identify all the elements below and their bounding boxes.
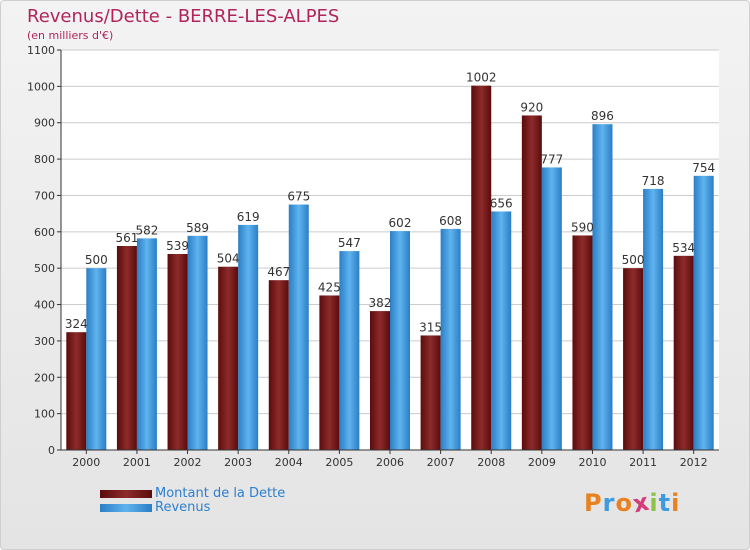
data-label-revenue: 608 xyxy=(439,214,462,228)
data-label-debt: 425 xyxy=(318,280,341,294)
data-label-revenue: 656 xyxy=(490,196,513,210)
legend-label-revenue: Revenus xyxy=(155,500,211,515)
logo-letter: t xyxy=(658,489,672,517)
bar-debt xyxy=(370,311,390,450)
data-label-revenue: 619 xyxy=(237,210,260,224)
y-tick-label: 300 xyxy=(34,335,55,348)
data-label-debt: 500 xyxy=(622,253,645,267)
chart-title: Revenus/Dette - BERRE-LES-ALPES xyxy=(27,6,340,27)
logo-letter: r xyxy=(602,489,616,517)
data-label-revenue: 718 xyxy=(642,174,665,188)
bar-revenue xyxy=(187,235,208,450)
bar-revenue xyxy=(541,167,562,451)
x-tick-label: 2001 xyxy=(123,456,151,469)
data-label-revenue: 500 xyxy=(85,253,108,267)
legend-swatch-debt xyxy=(100,490,152,498)
x-tick-label: 2000 xyxy=(72,456,100,469)
chart-subtitle: (en milliers d'€) xyxy=(27,29,114,42)
y-tick-label: 200 xyxy=(34,371,55,384)
bar-debt xyxy=(572,235,593,450)
data-label-debt: 504 xyxy=(217,252,240,266)
data-label-revenue: 896 xyxy=(591,109,614,123)
y-tick-label: 800 xyxy=(34,153,55,166)
y-tick-label: 500 xyxy=(34,262,55,275)
proxiti-logo: Proxiti xyxy=(584,488,681,519)
bar-debt xyxy=(116,246,137,450)
bar-debt xyxy=(521,115,542,451)
x-tick-label: 2005 xyxy=(325,456,353,469)
data-label-debt: 590 xyxy=(571,220,594,234)
x-tick-label: 2008 xyxy=(477,456,505,469)
bar-revenue xyxy=(440,228,461,450)
x-tick-label: 2011 xyxy=(629,456,657,469)
data-label-revenue: 777 xyxy=(540,152,563,166)
logo-letter: i xyxy=(649,489,659,517)
data-label-debt: 467 xyxy=(267,265,290,279)
logo-letter: i xyxy=(671,489,681,517)
bar-revenue xyxy=(339,251,360,450)
bar-debt xyxy=(268,280,289,450)
y-tick-label: 1000 xyxy=(27,80,55,93)
bar-revenue xyxy=(136,238,157,450)
bar-debt xyxy=(218,266,239,450)
x-tick-label: 2010 xyxy=(578,456,606,469)
y-tick-label: 100 xyxy=(34,408,55,421)
data-label-revenue: 582 xyxy=(135,223,158,237)
x-tick-label: 2003 xyxy=(224,456,252,469)
bar-debt xyxy=(673,255,694,450)
bar-revenue xyxy=(238,224,259,450)
y-tick-label: 900 xyxy=(34,117,55,130)
bar-revenue xyxy=(288,204,309,450)
data-label-revenue: 602 xyxy=(389,216,412,230)
y-tick-label: 1100 xyxy=(27,44,55,57)
data-label-debt: 539 xyxy=(166,239,189,253)
logo-letter: P xyxy=(584,489,603,517)
data-label-revenue: 589 xyxy=(186,221,209,235)
bar-debt xyxy=(623,268,644,450)
data-label-debt: 382 xyxy=(369,296,392,310)
y-tick-label: 0 xyxy=(48,444,55,457)
legend-swatch-revenue xyxy=(100,504,152,512)
x-tick-label: 2009 xyxy=(528,456,556,469)
y-tick-label: 600 xyxy=(34,226,55,239)
data-label-debt: 315 xyxy=(419,320,442,334)
data-label-revenue: 675 xyxy=(287,190,310,204)
bar-debt xyxy=(66,332,87,450)
bar-revenue xyxy=(592,124,613,450)
bar-revenue xyxy=(86,268,107,450)
bar-revenue xyxy=(643,188,664,450)
data-label-debt: 1002 xyxy=(466,71,497,85)
data-label-debt: 920 xyxy=(520,100,543,114)
bar-debt xyxy=(420,335,441,450)
data-label-revenue: 754 xyxy=(692,161,715,175)
data-label-revenue: 547 xyxy=(338,236,361,250)
x-tick-label: 2004 xyxy=(275,456,303,469)
bar-revenue xyxy=(390,231,410,450)
bar-debt xyxy=(167,254,188,450)
logo-letter: o xyxy=(615,489,633,517)
y-tick-label: 400 xyxy=(34,299,55,312)
x-tick-label: 2012 xyxy=(680,456,708,469)
x-tick-label: 2007 xyxy=(427,456,455,469)
data-label-debt: 534 xyxy=(672,241,695,255)
x-tick-label: 2002 xyxy=(174,456,202,469)
x-tick-label: 2006 xyxy=(376,456,404,469)
legend-label-debt: Montant de la Dette xyxy=(155,486,286,501)
data-label-debt: 561 xyxy=(115,231,138,245)
data-label-debt: 324 xyxy=(65,317,88,331)
bar-debt xyxy=(471,85,492,451)
bar-revenue xyxy=(491,211,512,450)
bar-debt xyxy=(319,295,340,450)
bar-revenue xyxy=(693,175,714,450)
y-tick-label: 700 xyxy=(34,189,55,202)
